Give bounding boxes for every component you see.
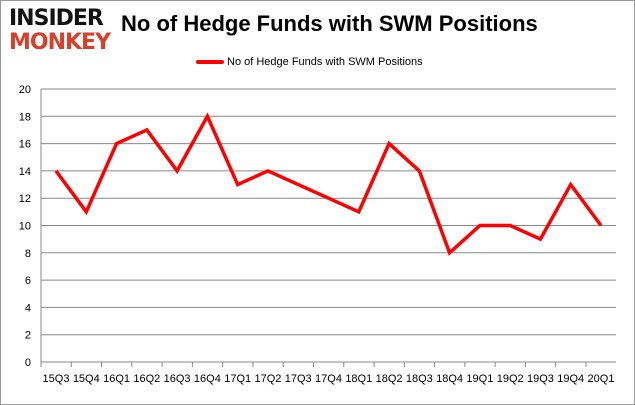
y-tick-label: 0 — [25, 357, 31, 369]
x-tick-label: 16Q2 — [133, 373, 160, 385]
x-tick-label: 15Q4 — [73, 373, 100, 385]
data-point — [206, 115, 208, 117]
data-point — [449, 252, 451, 254]
x-tick-label: 17Q1 — [224, 373, 251, 385]
data-point — [146, 129, 148, 131]
legend-label: No of Hedge Funds with SWM Positions — [227, 56, 423, 68]
x-tick-label: 19Q4 — [557, 373, 584, 385]
x-tick-label: 19Q2 — [497, 373, 524, 385]
data-point — [176, 170, 178, 172]
series-line — [54, 112, 603, 256]
y-tick-label: 6 — [25, 275, 31, 287]
data-point — [237, 184, 239, 186]
data-point — [328, 197, 329, 199]
data-point — [116, 143, 118, 145]
y-tick-label: 12 — [19, 193, 31, 205]
legend-swatch — [196, 60, 224, 64]
data-point — [479, 225, 481, 226]
data-point — [267, 170, 269, 172]
y-tick-label: 4 — [25, 302, 31, 314]
data-point — [539, 238, 541, 240]
y-tick-label: 16 — [19, 139, 31, 151]
data-point — [600, 225, 602, 226]
y-tick-label: 8 — [25, 248, 31, 260]
data-point — [358, 211, 360, 213]
data-point — [297, 184, 299, 186]
x-tick-label: 18Q1 — [345, 373, 372, 385]
x-tick-label: 19Q1 — [466, 373, 493, 385]
y-tick-label: 14 — [19, 166, 31, 178]
data-point — [55, 170, 57, 172]
data-point — [388, 143, 390, 145]
y-tick-label: 10 — [19, 221, 31, 233]
x-tick-label: 19Q3 — [527, 373, 554, 385]
legend: No of Hedge Funds with SWM Positions — [196, 56, 423, 68]
x-tick-label: 18Q2 — [376, 373, 403, 385]
x-tick-label: 20Q1 — [588, 373, 615, 385]
x-tick-label: 17Q3 — [285, 373, 312, 385]
y-tick-label: 2 — [25, 330, 31, 342]
y-tick-label: 20 — [19, 84, 31, 96]
data-point — [509, 225, 511, 226]
x-tick-label: 16Q1 — [103, 373, 130, 385]
data-point — [418, 170, 420, 172]
y-tick-label: 18 — [19, 111, 31, 123]
x-tick-label: 18Q4 — [436, 373, 463, 385]
data-point — [570, 184, 572, 186]
x-tick-label: 17Q4 — [315, 373, 342, 385]
x-tick-label: 16Q4 — [194, 373, 221, 385]
x-tick-label: 18Q3 — [406, 373, 433, 385]
x-tick-label: 17Q2 — [254, 373, 281, 385]
data-point — [85, 211, 87, 213]
x-tick-label: 15Q3 — [43, 373, 70, 385]
x-tick-label: 16Q3 — [164, 373, 191, 385]
chart-title: No of Hedge Funds with SWM Positions — [121, 11, 538, 36]
insider-monkey-logo: INSIDER MONKEY — [9, 6, 111, 55]
